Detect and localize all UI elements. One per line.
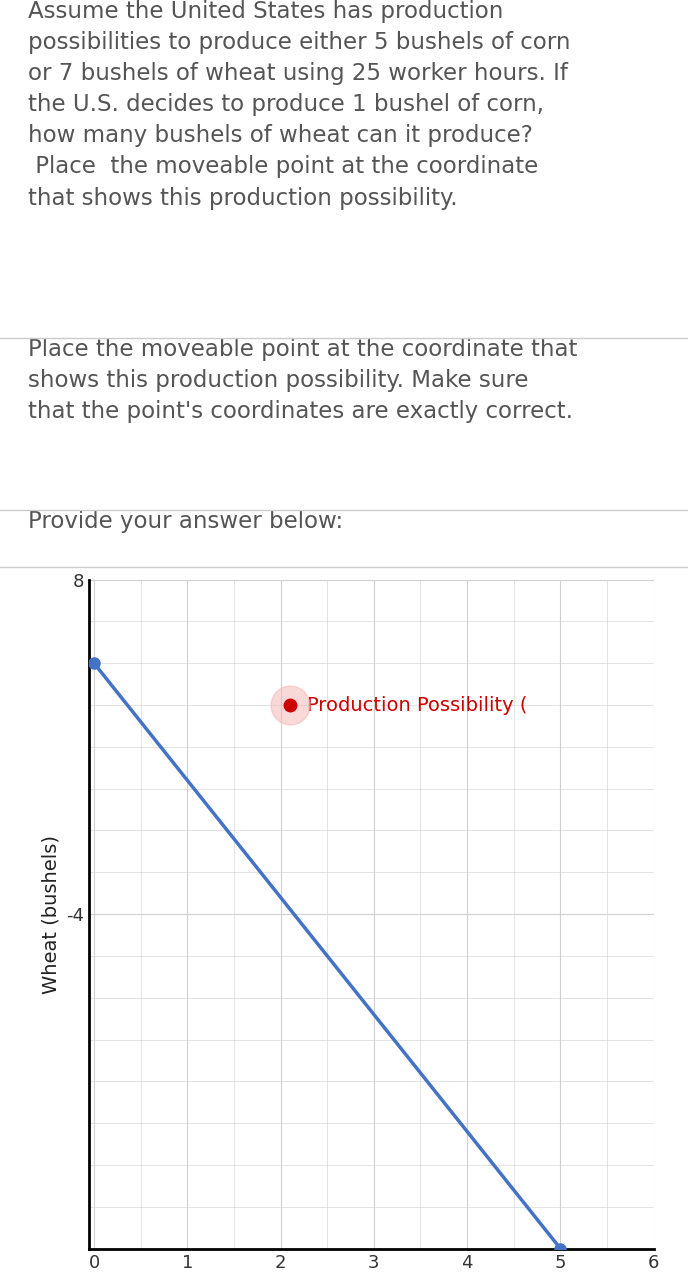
Text: Assume the United States has production
possibilities to produce either 5 bushel: Assume the United States has production … <box>28 0 570 210</box>
Y-axis label: Wheat (bushels): Wheat (bushels) <box>41 834 61 994</box>
Text: Place the moveable point at the coordinate that
shows this production possibilit: Place the moveable point at the coordina… <box>28 338 577 423</box>
Text: Provide your answer below:: Provide your answer below: <box>28 510 343 533</box>
Text: Production Possibility (: Production Possibility ( <box>307 696 527 715</box>
